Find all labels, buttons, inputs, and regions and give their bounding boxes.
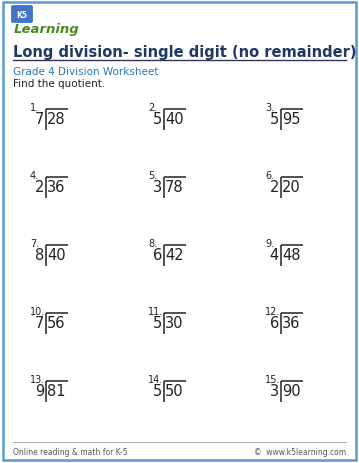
Text: 4.: 4. bbox=[30, 171, 39, 181]
Text: 3.: 3. bbox=[265, 103, 274, 113]
Text: ©  www.k5learning.com: © www.k5learning.com bbox=[254, 448, 346, 457]
Text: 5.: 5. bbox=[148, 171, 157, 181]
Text: 40: 40 bbox=[165, 112, 184, 127]
Text: 1.: 1. bbox=[30, 103, 39, 113]
Text: 4: 4 bbox=[270, 248, 279, 263]
Text: 50: 50 bbox=[165, 384, 184, 399]
Text: 30: 30 bbox=[165, 316, 184, 331]
Text: 5: 5 bbox=[153, 384, 162, 399]
Text: 9.: 9. bbox=[265, 238, 274, 249]
Text: 5: 5 bbox=[153, 112, 162, 127]
FancyBboxPatch shape bbox=[11, 6, 33, 24]
Text: 28: 28 bbox=[47, 112, 66, 127]
Text: 7: 7 bbox=[34, 316, 44, 331]
Text: 8.: 8. bbox=[148, 238, 157, 249]
Text: 95: 95 bbox=[282, 112, 301, 127]
Text: Find the quotient.: Find the quotient. bbox=[13, 79, 105, 89]
Text: 7: 7 bbox=[34, 112, 44, 127]
Text: 2.: 2. bbox=[148, 103, 157, 113]
Text: 36: 36 bbox=[47, 180, 66, 195]
Text: 8: 8 bbox=[35, 248, 44, 263]
Text: K5: K5 bbox=[17, 11, 28, 20]
Text: 6: 6 bbox=[270, 316, 279, 331]
Text: Online reading & math for K-5: Online reading & math for K-5 bbox=[13, 448, 128, 457]
Text: Grade 4 Division Worksheet: Grade 4 Division Worksheet bbox=[13, 67, 158, 77]
Text: 3: 3 bbox=[153, 180, 162, 195]
Text: 20: 20 bbox=[282, 180, 301, 195]
Text: 56: 56 bbox=[47, 316, 66, 331]
Text: Long division- single digit (no remainder): Long division- single digit (no remainde… bbox=[13, 45, 356, 60]
Text: 48: 48 bbox=[282, 248, 301, 263]
Text: 5: 5 bbox=[153, 316, 162, 331]
Text: 6: 6 bbox=[153, 248, 162, 263]
Text: 90: 90 bbox=[282, 384, 301, 399]
Text: 2: 2 bbox=[34, 180, 44, 195]
Text: 78: 78 bbox=[165, 180, 184, 195]
Text: 14.: 14. bbox=[148, 374, 163, 384]
Text: 10.: 10. bbox=[30, 307, 45, 316]
Text: 36: 36 bbox=[282, 316, 301, 331]
Text: 42: 42 bbox=[165, 248, 184, 263]
Text: 3: 3 bbox=[270, 384, 279, 399]
Text: 9: 9 bbox=[35, 384, 44, 399]
Text: 13.: 13. bbox=[30, 374, 45, 384]
Text: 11.: 11. bbox=[148, 307, 163, 316]
Text: 81: 81 bbox=[47, 384, 66, 399]
Text: 12.: 12. bbox=[265, 307, 280, 316]
Text: 6.: 6. bbox=[265, 171, 274, 181]
Text: 15.: 15. bbox=[265, 374, 280, 384]
Text: 5: 5 bbox=[270, 112, 279, 127]
Text: 40: 40 bbox=[47, 248, 66, 263]
Text: Learning: Learning bbox=[14, 24, 80, 37]
Text: 7.: 7. bbox=[30, 238, 39, 249]
Text: 2: 2 bbox=[270, 180, 279, 195]
